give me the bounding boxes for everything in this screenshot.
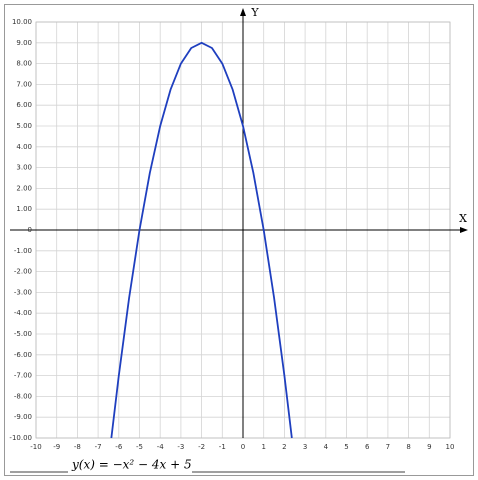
y-tick-label: -3.00 bbox=[14, 288, 32, 296]
x-axis-arrow bbox=[460, 227, 468, 233]
x-tick-label: 10 bbox=[446, 443, 455, 451]
x-tick-label: -9 bbox=[53, 443, 60, 451]
x-tick-label: 9 bbox=[427, 443, 431, 451]
y-tick-label: -7.00 bbox=[14, 372, 32, 380]
y-axis-label: Y bbox=[250, 6, 259, 19]
y-tick-label: 7.00 bbox=[16, 80, 32, 88]
y-tick-label: 5.00 bbox=[16, 122, 32, 130]
x-tick-label: -5 bbox=[136, 443, 143, 451]
x-tick-label: 6 bbox=[365, 443, 370, 451]
x-tick-label: -4 bbox=[157, 443, 165, 451]
y-tick-label: -8.00 bbox=[14, 392, 32, 400]
y-tick-label: 9.00 bbox=[16, 39, 32, 47]
x-tick-label: 5 bbox=[344, 443, 348, 451]
x-axis-label: X bbox=[459, 212, 467, 225]
x-tick-label: -7 bbox=[95, 443, 102, 451]
y-tick-label: 6.00 bbox=[16, 101, 32, 109]
y-tick-label: -4.00 bbox=[14, 309, 32, 317]
y-tick-label: 1.00 bbox=[16, 205, 32, 213]
x-tick-label: 8 bbox=[406, 443, 410, 451]
x-tick-label: 1 bbox=[261, 443, 265, 451]
y-tick-label: 4.00 bbox=[16, 143, 32, 151]
y-tick-label: 3.00 bbox=[16, 164, 32, 172]
x-tick-label: -2 bbox=[198, 443, 205, 451]
y-tick-label: 0 bbox=[28, 226, 32, 234]
y-tick-label: 8.00 bbox=[16, 60, 32, 68]
frame bbox=[4, 4, 474, 476]
y-tick-label: 2.00 bbox=[16, 184, 32, 192]
y-tick-label: -10.00 bbox=[9, 434, 32, 442]
x-tick-label: -8 bbox=[74, 443, 81, 451]
x-tick-label: -6 bbox=[115, 443, 123, 451]
x-tick-label: 3 bbox=[303, 443, 307, 451]
x-tick-label: 7 bbox=[386, 443, 390, 451]
y-tick-label: -9.00 bbox=[14, 413, 32, 421]
formula: y(x) = −x² − 4x + 5 bbox=[71, 458, 192, 472]
x-tick-label: 2 bbox=[282, 443, 286, 451]
x-tick-label: -3 bbox=[177, 443, 184, 451]
y-tick-label: -2.00 bbox=[14, 268, 32, 276]
y-tick-label: -5.00 bbox=[14, 330, 32, 338]
y-tick-label: -6.00 bbox=[14, 351, 32, 359]
y-tick-label: -1.00 bbox=[14, 247, 32, 255]
x-tick-label: -10 bbox=[30, 443, 41, 451]
x-tick-label: 0 bbox=[241, 443, 245, 451]
curve bbox=[110, 41, 293, 439]
x-tick-label: 4 bbox=[324, 443, 329, 451]
x-tick-label: -1 bbox=[219, 443, 226, 451]
y-axis-arrow bbox=[240, 8, 246, 16]
y-tick-label: 10.00 bbox=[12, 18, 32, 26]
